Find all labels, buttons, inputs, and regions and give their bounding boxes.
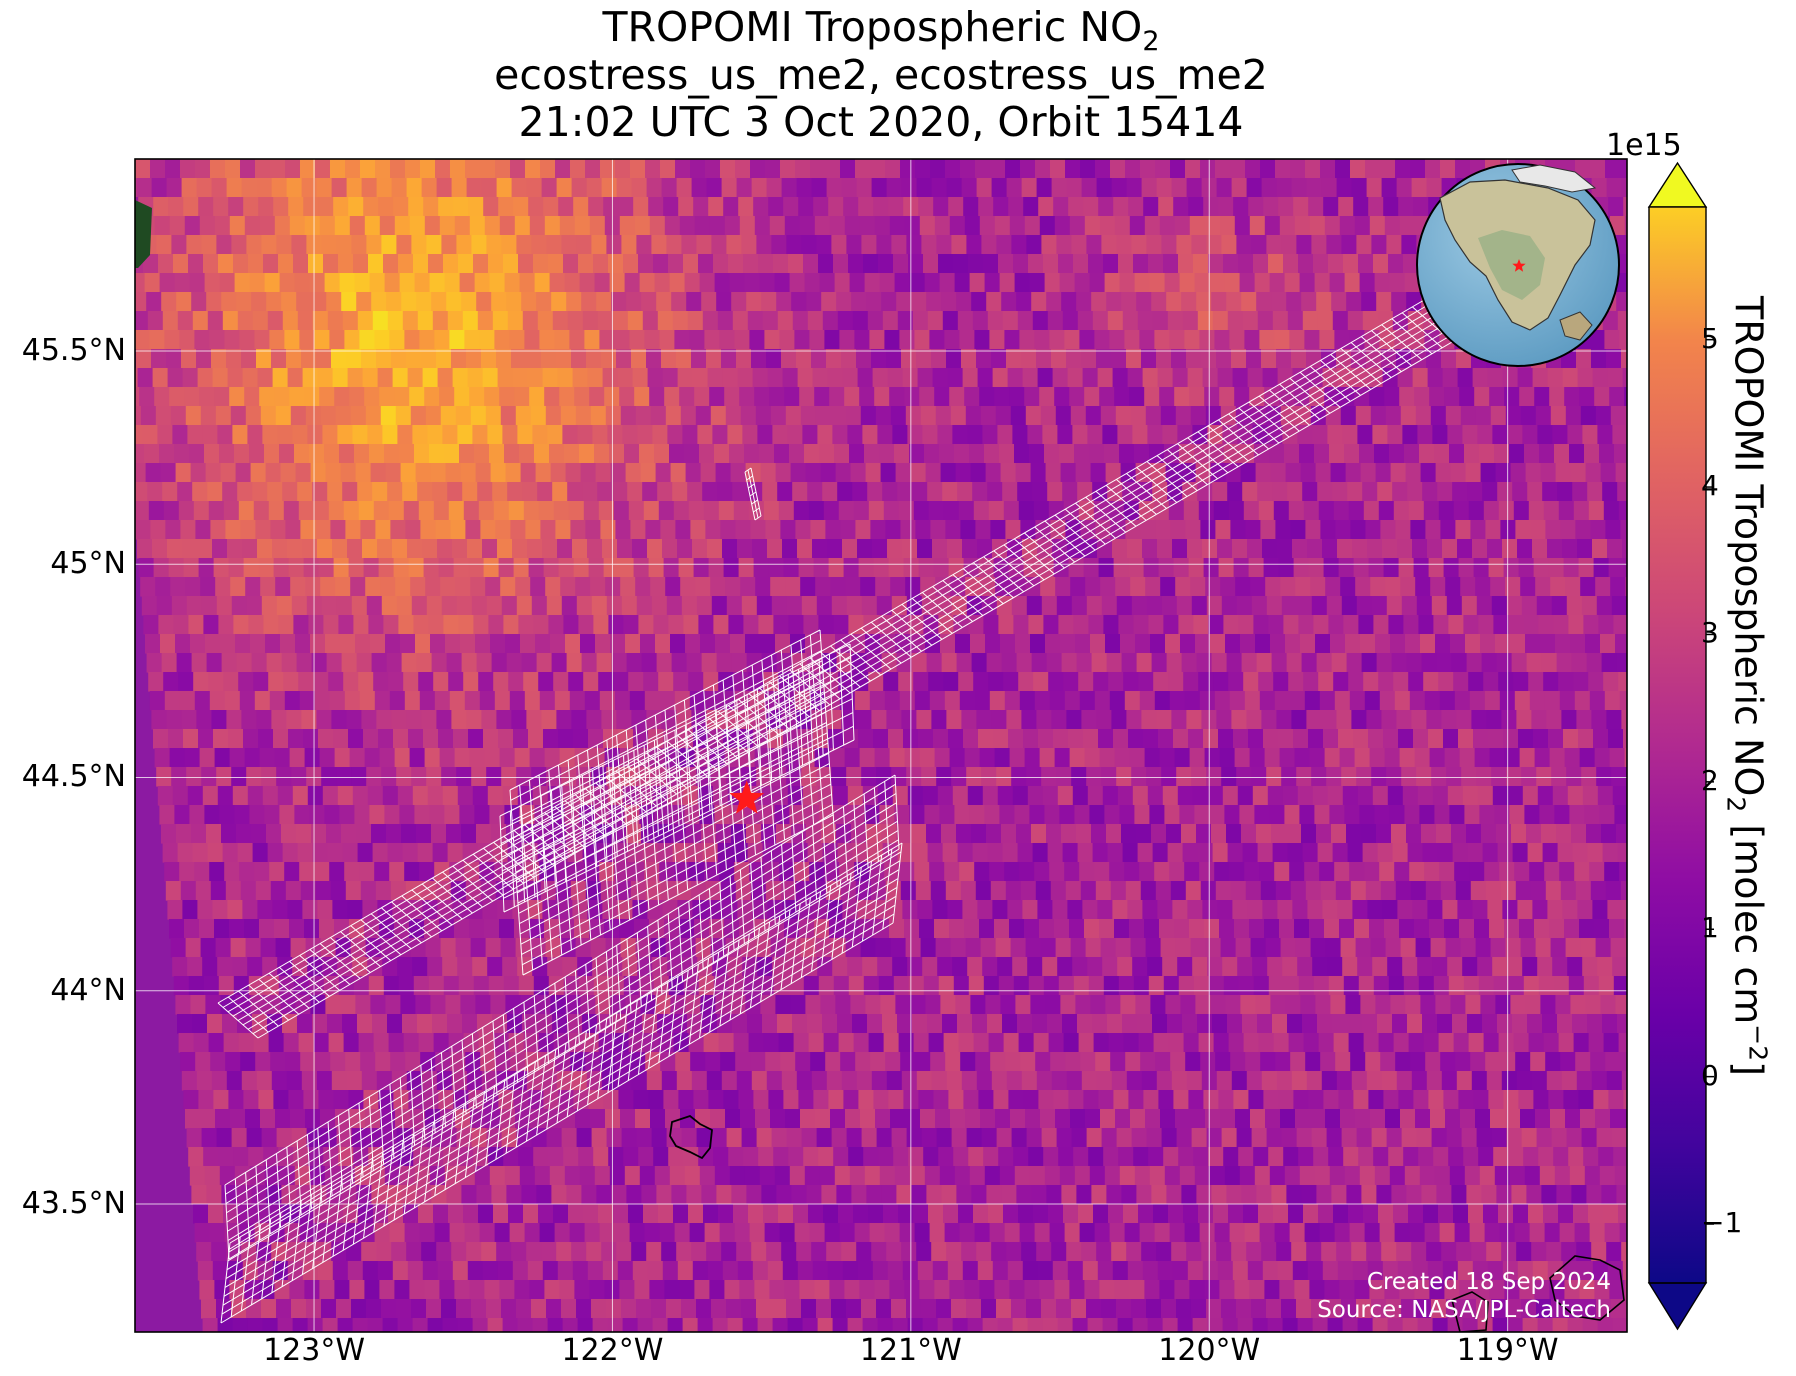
lat-label: 44.5°N (21, 759, 126, 795)
created-date: Created 18 Sep 2024 (1366, 1269, 1611, 1295)
inset-globe (1416, 163, 1620, 367)
swath-footprint (224, 774, 900, 1260)
colorbar-tick-label: 2 (1701, 763, 1719, 797)
colorbar-tick-label: 4 (1701, 469, 1719, 503)
land-corner-patch (135, 200, 152, 268)
lon-label: 120°W (1158, 1333, 1261, 1368)
source-credit: Source: NASA/JPL-Caltech (1317, 1297, 1611, 1323)
lon-label: 123°W (263, 1333, 365, 1368)
colorbar-tick-label: 0 (1701, 1058, 1719, 1092)
lat-label: 45.5°N (21, 332, 126, 368)
terrain-outline (1549, 1255, 1625, 1321)
colorbar-tick-marks (1706, 338, 1714, 1225)
colorbar-label: TROPOMI Tropospheric NO2 [molec cm−2] (1721, 296, 1773, 1076)
lon-label: 121°W (859, 1333, 962, 1368)
colorbar-extend-max (1647, 161, 1708, 208)
colorbar-tick-label: −1 (1701, 1206, 1743, 1240)
lon-label: 119°W (1456, 1333, 1559, 1368)
globe-site-star (1512, 259, 1526, 272)
swath-footprint (509, 629, 834, 976)
title-line-1: TROPOMI Tropospheric NO2 (602, 3, 1160, 57)
colorbar-tick-label: 3 (1701, 616, 1719, 650)
colorbar-extend-min (1647, 1282, 1708, 1331)
lon-label: 122°W (561, 1333, 664, 1368)
lake-outline (669, 1114, 713, 1160)
colorbar-tick-label: 1 (1701, 911, 1719, 945)
colorbar-tick-label: 5 (1701, 321, 1719, 355)
swath-footprint (499, 643, 855, 913)
colorbar-gradient (1649, 207, 1706, 1283)
swath-footprint (744, 467, 762, 521)
map-frame (134, 158, 1628, 1333)
lat-label: 45°N (50, 546, 126, 582)
terrain-outline-2 (1451, 1291, 1489, 1332)
site-star-marker (729, 780, 765, 814)
colorbar-exponent: 1e15 (1606, 128, 1682, 163)
lat-label: 43.5°N (21, 1186, 126, 1222)
lat-label: 44°N (50, 972, 126, 1008)
swath-footprint (220, 842, 903, 1324)
title-line-3: 21:02 UTC 3 Oct 2020, Orbit 15414 (518, 98, 1244, 146)
colorbar (1647, 161, 1714, 1331)
title-line-2: ecostress_us_me2, ecostress_us_me2 (494, 51, 1268, 99)
